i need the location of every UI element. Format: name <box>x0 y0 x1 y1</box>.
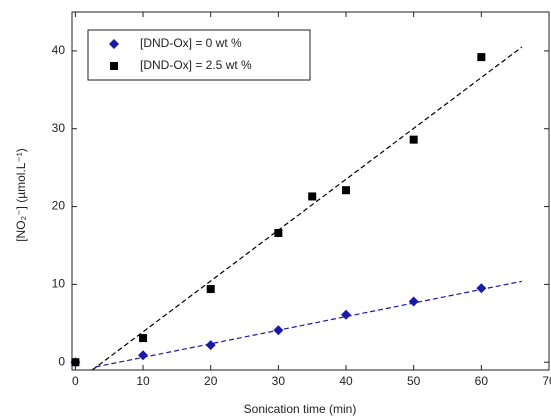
point <box>476 283 487 294</box>
x-tick-label: 60 <box>475 374 489 388</box>
legend-label: [DND-Ox] = 0 wt % <box>140 36 242 50</box>
y-tick-label: 40 <box>52 43 66 57</box>
point <box>409 135 418 144</box>
legend-marker <box>110 62 118 70</box>
fit-line <box>91 46 523 371</box>
point <box>342 186 351 195</box>
legend-marker <box>109 39 119 49</box>
x-axis-label: Sonication time (min) <box>244 402 357 416</box>
point <box>408 296 419 307</box>
point <box>274 229 283 238</box>
point <box>477 53 486 62</box>
point <box>206 285 215 294</box>
fit-line <box>95 280 523 368</box>
point <box>138 350 149 361</box>
x-tick-label: 30 <box>272 374 286 388</box>
y-tick-label: 10 <box>52 277 66 291</box>
legend-box <box>87 29 311 81</box>
y-tick-label: 30 <box>52 121 66 135</box>
legend-label: [DND-Ox] = 2.5 wt % <box>140 58 252 72</box>
point <box>273 325 284 336</box>
x-tick-label: 70 <box>542 374 551 388</box>
point <box>139 334 148 343</box>
x-tick-label: 40 <box>339 374 353 388</box>
point <box>71 358 80 367</box>
x-tick-label: 10 <box>136 374 150 388</box>
plot-frame <box>71 11 550 371</box>
x-tick-label: 20 <box>204 374 218 388</box>
point <box>308 192 317 201</box>
x-tick-label: 50 <box>407 374 421 388</box>
y-tick-label: 20 <box>52 199 66 213</box>
point <box>341 309 352 320</box>
point <box>205 340 216 351</box>
y-tick-label: 0 <box>58 354 65 368</box>
y-axis-label: [NO₂⁻] (µmol.L⁻¹) <box>14 148 28 242</box>
x-tick-label: 0 <box>72 374 79 388</box>
